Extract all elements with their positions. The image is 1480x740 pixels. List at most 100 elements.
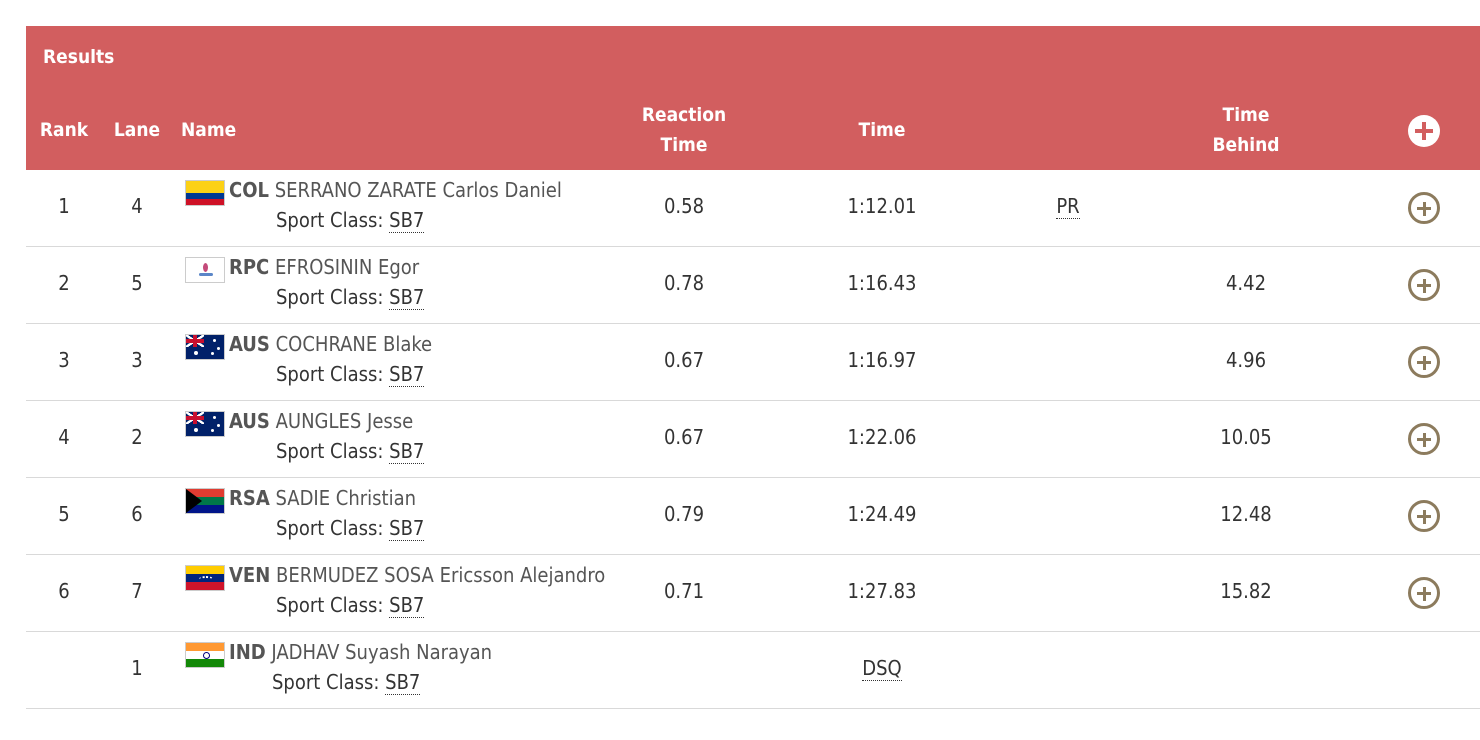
- expand-row-icon[interactable]: [1408, 423, 1440, 455]
- rank-cell: 5: [58, 502, 70, 526]
- sport-class-value[interactable]: SB7: [389, 362, 425, 387]
- noc-code: VEN: [229, 563, 271, 587]
- lane-cell: 5: [131, 271, 143, 295]
- athlete-name-line: VEN BERMUDEZ SOSA Ericsson Alejandro: [185, 563, 605, 587]
- header-time-behind-text: Time Behind: [1212, 104, 1280, 156]
- results-rows: 1 4 COL SERRANO ZARATE Carlos Daniel Sport …: [26, 170, 1480, 709]
- sport-class-label: Sport Class:: [276, 593, 384, 617]
- athlete-name-line: AUS COCHRANE Blake: [185, 332, 432, 356]
- time-value: 1:12.01: [847, 194, 917, 218]
- table-row: 4 2 AUS AUNGLES Jesse Sport Class: SB7 0.67 1…: [26, 401, 1480, 478]
- sport-class-value[interactable]: SB7: [389, 593, 425, 618]
- rank-cell: 6: [58, 579, 70, 603]
- sport-class-line: Sport Class: SB7: [276, 439, 425, 464]
- athlete-name: SERRANO ZARATE Carlos Daniel: [274, 178, 562, 202]
- time-cell: 1:16.43: [822, 271, 942, 295]
- rank-cell: 2: [58, 271, 70, 295]
- athlete-name: JADHAV Suyash Narayan: [271, 640, 493, 664]
- athlete-name-line: RSA SADIE Christian: [185, 486, 416, 510]
- rank-cell: 1: [58, 194, 70, 218]
- athlete-name-line: RPC EFROSININ Egor: [185, 255, 419, 279]
- reaction-time-cell: 0.71: [663, 579, 705, 603]
- lane-cell: 2: [131, 425, 143, 449]
- sport-class-label: Sport Class:: [272, 670, 380, 694]
- header-name: Name: [181, 119, 237, 141]
- record-badge[interactable]: PR: [1056, 194, 1080, 219]
- athlete-name-line: IND JADHAV Suyash Narayan: [185, 640, 492, 664]
- time-value: 1:24.49: [847, 502, 917, 526]
- sport-class-value[interactable]: SB7: [389, 208, 425, 233]
- sport-class-line: Sport Class: SB7: [276, 593, 425, 618]
- expand-row-icon[interactable]: [1408, 269, 1440, 301]
- reaction-time-cell: 0.78: [663, 271, 705, 295]
- lane-cell: 6: [131, 502, 143, 526]
- expand-all-icon[interactable]: [1408, 115, 1440, 147]
- sport-class-line: Sport Class: SB7: [276, 362, 425, 387]
- time-cell: 1:12.01: [822, 194, 942, 218]
- time-behind-cell: 4.42: [1225, 271, 1267, 295]
- sport-class-line: Sport Class: SB7: [276, 516, 425, 541]
- sport-class-label: Sport Class:: [276, 439, 384, 463]
- country-flag-icon: [185, 565, 225, 591]
- sport-class-value[interactable]: SB7: [385, 670, 421, 695]
- expand-row-icon[interactable]: [1408, 192, 1440, 224]
- noc-code: RPC: [229, 255, 270, 279]
- header-reaction-time: Reaction Time: [624, 100, 744, 160]
- athlete-name: BERMUDEZ SOSA Ericsson Alejandro: [276, 563, 606, 587]
- country-flag-icon: [185, 334, 225, 360]
- time-cell: 1:22.06: [822, 425, 942, 449]
- results-header: Results Rank Lane Name Reaction Time Tim…: [26, 26, 1480, 170]
- country-flag-icon: [185, 488, 225, 514]
- header-lane: Lane: [113, 119, 161, 141]
- time-behind-cell: 12.48: [1220, 502, 1272, 526]
- table-row: 2 5 RPC EFROSININ Egor Sport Class: SB7 0.78…: [26, 247, 1480, 324]
- rank-cell: 4: [58, 425, 70, 449]
- lane-cell: 3: [131, 348, 143, 372]
- athlete-name-line: AUS AUNGLES Jesse: [185, 409, 413, 433]
- reaction-time-cell: 0.58: [663, 194, 705, 218]
- time-value: 1:16.43: [847, 271, 917, 295]
- table-row: 1 IND JADHAV Suyash Narayan Sport Class: S…: [26, 632, 1480, 709]
- reaction-time-cell: 0.67: [663, 348, 705, 372]
- country-flag-icon: [185, 411, 225, 437]
- time-value[interactable]: DSQ: [862, 656, 902, 681]
- sport-class-label: Sport Class:: [276, 362, 384, 386]
- expand-row-icon[interactable]: [1408, 577, 1440, 609]
- athlete-name: AUNGLES Jesse: [275, 409, 414, 433]
- table-row: 6 7 VEN BERMUDEZ SOSA Ericsson Alejandro Sp…: [26, 555, 1480, 632]
- time-cell: 1:24.49: [822, 502, 942, 526]
- time-value: 1:22.06: [847, 425, 917, 449]
- sport-class-value[interactable]: SB7: [389, 285, 425, 310]
- noc-code: RSA: [229, 486, 270, 510]
- header-time: Time: [858, 119, 906, 141]
- time-cell: 1:16.97: [822, 348, 942, 372]
- sport-class-line: Sport Class: SB7: [276, 208, 425, 233]
- lane-cell: 1: [131, 656, 143, 680]
- reaction-time-cell: 0.67: [663, 425, 705, 449]
- time-cell: 1:27.83: [822, 579, 942, 603]
- table-row: 3 3 AUS COCHRANE Blake Sport Class: SB7 0.67…: [26, 324, 1480, 401]
- noc-code: AUS: [229, 409, 270, 433]
- sport-class-line: Sport Class: SB7: [272, 670, 421, 695]
- lane-cell: 7: [131, 579, 143, 603]
- results-table: Results Rank Lane Name Reaction Time Tim…: [26, 26, 1480, 709]
- country-flag-icon: [185, 642, 225, 668]
- expand-row-icon[interactable]: [1408, 346, 1440, 378]
- sport-class-label: Sport Class:: [276, 285, 384, 309]
- country-flag-icon: [185, 257, 225, 283]
- header-rank: Rank: [39, 119, 89, 141]
- sport-class-value[interactable]: SB7: [389, 439, 425, 464]
- time-value: 1:16.97: [847, 348, 917, 372]
- sport-class-label: Sport Class:: [276, 208, 384, 232]
- header-time-behind: Time Behind: [1186, 100, 1306, 160]
- athlete-name-line: COL SERRANO ZARATE Carlos Daniel: [185, 178, 562, 202]
- table-row: 1 4 COL SERRANO ZARATE Carlos Daniel Sport …: [26, 170, 1480, 247]
- sport-class-value[interactable]: SB7: [389, 516, 425, 541]
- table-row: 5 6 RSA SADIE Christian Sport Class: SB7 0.7…: [26, 478, 1480, 555]
- athlete-name: EFROSININ Egor: [274, 255, 420, 279]
- noc-code: COL: [229, 178, 269, 202]
- expand-row-icon[interactable]: [1408, 500, 1440, 532]
- reaction-time-cell: 0.79: [663, 502, 705, 526]
- lane-cell: 4: [131, 194, 143, 218]
- record-cell: PR: [1046, 194, 1090, 219]
